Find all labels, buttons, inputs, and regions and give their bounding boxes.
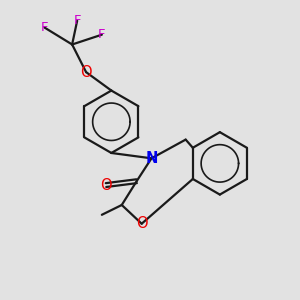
Text: F: F [41, 21, 48, 34]
Text: N: N [145, 151, 158, 166]
Text: F: F [98, 28, 106, 41]
Text: F: F [74, 14, 81, 27]
Text: O: O [100, 178, 112, 193]
Text: O: O [136, 216, 148, 231]
Text: O: O [80, 64, 92, 80]
